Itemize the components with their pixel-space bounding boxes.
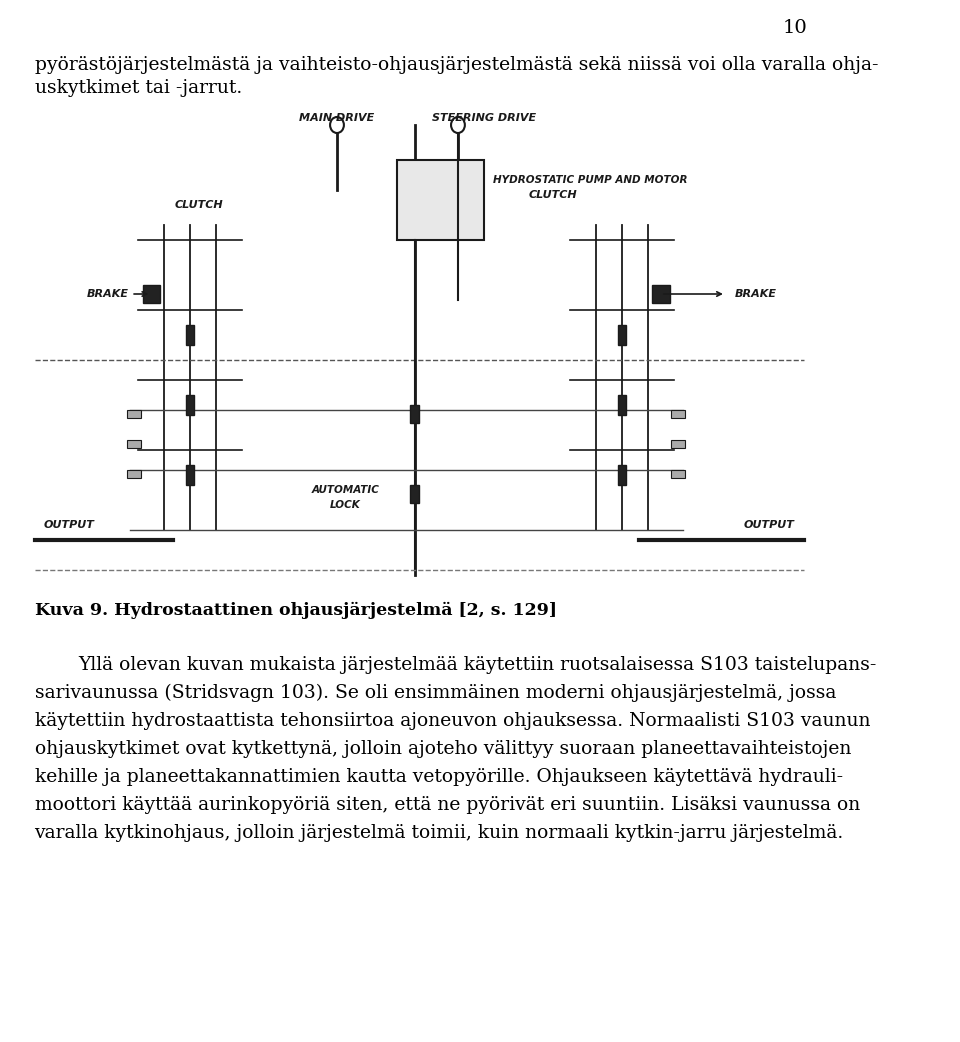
Text: CLUTCH: CLUTCH (175, 200, 223, 210)
Circle shape (330, 117, 344, 133)
Text: STEERING DRIVE: STEERING DRIVE (432, 113, 536, 123)
Text: BRAKE: BRAKE (86, 289, 147, 299)
Text: OUTPUT: OUTPUT (43, 520, 94, 530)
Text: sarivaunussa (Stridsvagn 103). Se oli ensimmäinen moderni ohjausjärjestelmä, jos: sarivaunussa (Stridsvagn 103). Se oli en… (35, 684, 836, 702)
Bar (618, 465, 627, 485)
Text: OUTPUT: OUTPUT (744, 520, 795, 530)
Text: 10: 10 (782, 19, 807, 38)
Bar (671, 440, 685, 448)
Bar (127, 470, 141, 478)
Bar (671, 410, 685, 418)
Text: pyörästöjärjestelmästä ja vaihteisto-ohjausjärjestelmästä sekä niissä voi olla v: pyörästöjärjestelmästä ja vaihteisto-ohj… (35, 56, 878, 74)
Text: Kuva 9. Hydrostaattinen ohjausjärjestelmä [2, s. 129]: Kuva 9. Hydrostaattinen ohjausjärjestelm… (35, 601, 557, 619)
Bar (618, 395, 627, 415)
Text: HYDROSTATIC PUMP AND MOTOR: HYDROSTATIC PUMP AND MOTOR (492, 175, 687, 185)
Text: BRAKE: BRAKE (734, 289, 777, 299)
Bar (186, 325, 195, 345)
Bar (653, 286, 670, 303)
Text: Yllä olevan kuvan mukaista järjestelmää käytettiin ruotsalaisessa S103 taistelup: Yllä olevan kuvan mukaista järjestelmää … (78, 656, 876, 674)
Bar (143, 286, 160, 303)
Text: uskytkimet tai -jarrut.: uskytkimet tai -jarrut. (35, 79, 242, 97)
Bar (671, 470, 685, 478)
Text: AUTOMATIC: AUTOMATIC (312, 485, 379, 495)
Text: varalla kytkinohjaus, jolloin järjestelmä toimii, kuin normaali kytkin-jarru jär: varalla kytkinohjaus, jolloin järjestelm… (35, 824, 844, 842)
Text: CLUTCH: CLUTCH (529, 190, 577, 200)
Text: ohjauskytkimet ovat kytkettynä, jolloin ajoteho välittyy suoraan planeettavaihte: ohjauskytkimet ovat kytkettynä, jolloin … (35, 740, 851, 758)
Bar (186, 465, 195, 485)
Bar (618, 325, 627, 345)
Bar (411, 485, 420, 503)
Bar (411, 405, 420, 423)
Bar (127, 440, 141, 448)
Bar (127, 410, 141, 418)
Text: MAIN DRIVE: MAIN DRIVE (300, 113, 374, 123)
Circle shape (451, 117, 465, 133)
Bar (397, 160, 484, 240)
Bar (186, 395, 195, 415)
Text: kehille ja planeettakannattimien kautta vetopyörille. Ohjaukseen käytettävä hydr: kehille ja planeettakannattimien kautta … (35, 768, 843, 786)
Text: moottori käyttää aurinkopyöriä siten, että ne pyörivät eri suuntiin. Lisäksi vau: moottori käyttää aurinkopyöriä siten, et… (35, 796, 860, 814)
FancyBboxPatch shape (26, 110, 812, 590)
Text: käytettiin hydrostaattista tehonsiirtoa ajoneuvon ohjauksessa. Normaalisti S103 : käytettiin hydrostaattista tehonsiirtoa … (35, 712, 870, 730)
Text: LOCK: LOCK (330, 500, 361, 510)
